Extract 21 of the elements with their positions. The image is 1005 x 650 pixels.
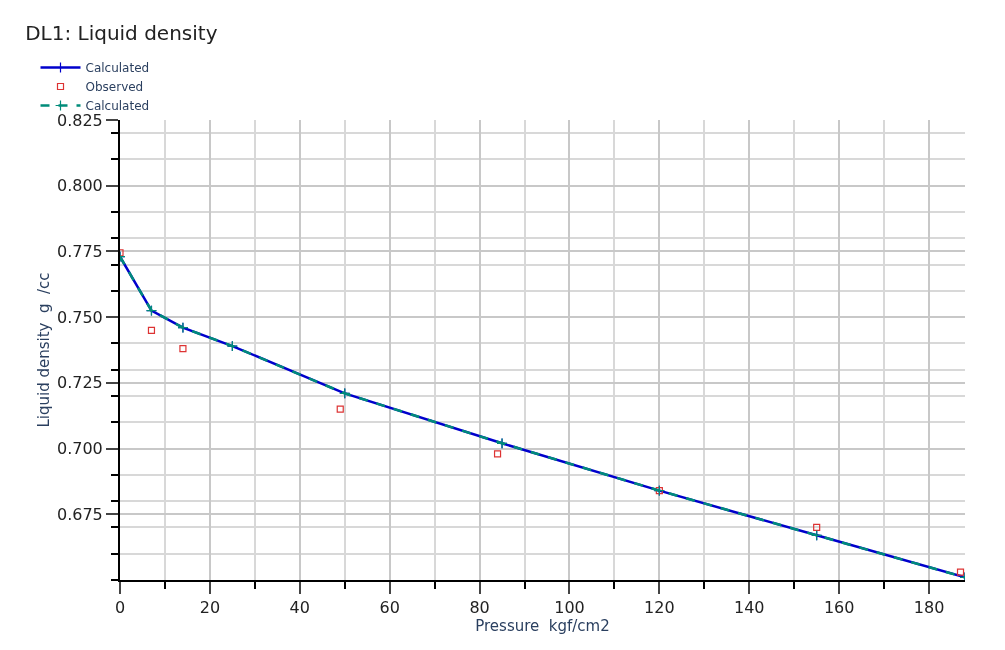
- legend-label: Calculated: [85, 61, 150, 76]
- y-axis-title: Liquid density g /cc: [34, 272, 53, 428]
- x-tick-label: 120: [644, 598, 675, 618]
- y-tick-label: 0.700: [56, 439, 103, 459]
- x-tick-label: 180: [913, 598, 945, 618]
- x-tick-label: 80: [469, 598, 490, 618]
- x-tick-label: 20: [199, 598, 221, 618]
- x-tick-label: 40: [289, 598, 310, 618]
- x-tick-label: 140: [733, 598, 765, 618]
- y-tick-label: 0.800: [56, 176, 103, 196]
- legend-label: Observed: [85, 80, 144, 95]
- y-tick-label: 0.725: [56, 373, 103, 393]
- x-axis-title: Pressure kgf/cm2: [475, 617, 610, 636]
- x-tick-label: 100: [554, 598, 585, 618]
- y-tick-label: 0.675: [56, 504, 103, 524]
- x-tick-label: 160: [823, 598, 855, 618]
- x-tick-label: 60: [379, 598, 400, 618]
- y-tick-label: 0.750: [56, 307, 103, 327]
- x-tick-label: 0: [114, 598, 126, 618]
- y-tick-label: 0.775: [56, 242, 103, 262]
- chart-title: DL1: Liquid density: [25, 21, 218, 45]
